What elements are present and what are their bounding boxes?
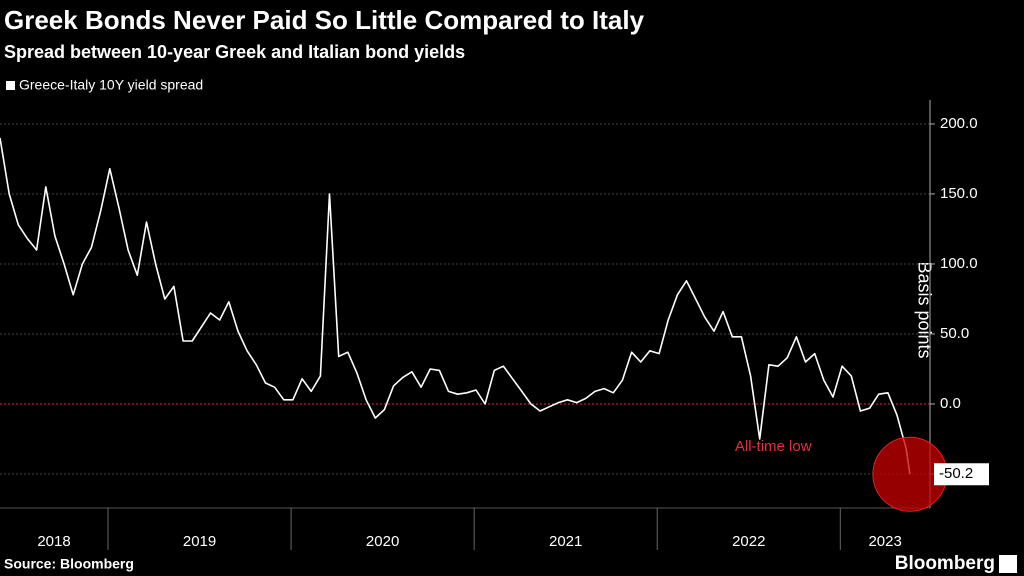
y-tick-label: 150.0 (940, 185, 978, 202)
x-tick-label: 2022 (732, 533, 765, 550)
legend-swatch (6, 81, 15, 90)
y-tick-label: 200.0 (940, 115, 978, 132)
chart-title: Greek Bonds Never Paid So Little Compare… (4, 5, 645, 35)
x-tick-label: 2023 (868, 533, 901, 550)
x-tick-label: 2020 (366, 533, 399, 550)
brand-icon (999, 555, 1017, 573)
last-value-box (934, 463, 989, 486)
y-axis-label: Basis points (914, 261, 934, 358)
annotation: All-time low (735, 438, 812, 455)
x-tick-label: 2018 (37, 533, 70, 550)
last-value-label: -50.2 (939, 465, 973, 482)
y-tick-label: 50.0 (940, 325, 969, 342)
y-tick-label: 100.0 (940, 255, 978, 272)
x-tick-label: 2019 (183, 533, 216, 550)
source: Source: Bloomberg (4, 556, 134, 572)
series-line (0, 137, 911, 475)
y-tick-label: 0.0 (940, 395, 961, 412)
legend-label: Greece-Italy 10Y yield spread (19, 77, 203, 93)
x-tick-label: 2021 (549, 533, 582, 550)
chart-subtitle: Spread between 10-year Greek and Italian… (4, 42, 465, 62)
brand: Bloomberg (895, 553, 995, 574)
